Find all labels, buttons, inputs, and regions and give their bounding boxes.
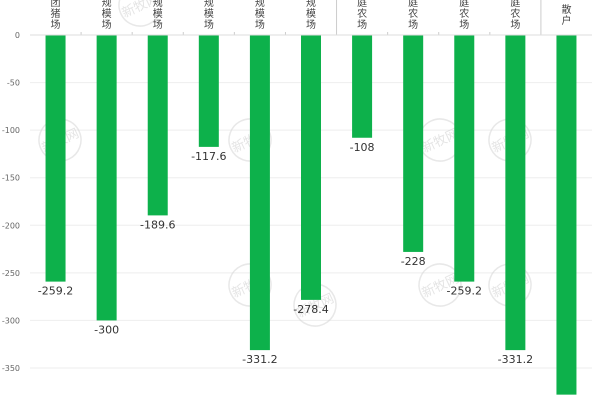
bar — [505, 35, 526, 351]
category-label-char: 场 — [459, 18, 469, 31]
category-label-char: 场 — [306, 18, 316, 31]
bar — [249, 35, 270, 351]
bar — [556, 35, 577, 395]
category-label-char: 农 — [510, 7, 520, 20]
data-label: -228 — [401, 255, 426, 268]
category-label-char: 场 — [204, 18, 214, 31]
data-label: -189.6 — [140, 218, 175, 231]
data-label: -278.4 — [293, 303, 328, 316]
bar — [147, 35, 168, 216]
category-label-char: 农 — [408, 7, 418, 20]
category-label-char: 庭 — [510, 0, 520, 9]
data-label: -117.6 — [191, 150, 226, 163]
y-tick-label: -150 — [2, 174, 20, 183]
data-label: -108 — [350, 141, 375, 154]
bars — [45, 35, 577, 395]
category-label-char: 场 — [255, 18, 265, 31]
bar — [454, 35, 475, 282]
category-label-char: 农 — [357, 7, 367, 20]
category-label-char: 规 — [153, 0, 163, 9]
category-label-char: 规 — [306, 0, 316, 9]
y-axis-ticks: 0 -50 -100 -150 -200 -250 -300 -350 — [2, 31, 20, 373]
category-label-char: 模 — [153, 8, 163, 20]
category-label-char: 庭 — [408, 0, 418, 9]
y-tick-label: -250 — [2, 269, 20, 278]
category-label-char: 团 — [51, 0, 61, 9]
data-label: -331.2 — [498, 353, 533, 366]
category-label-char: 庭 — [459, 0, 469, 9]
y-tick-label: -100 — [2, 126, 20, 135]
category-label-char: 模 — [102, 8, 112, 20]
category-label-char: 农 — [459, 7, 469, 20]
category-label-char: 规 — [255, 0, 265, 9]
bar — [96, 35, 117, 321]
category-label-char: 散 — [561, 3, 571, 16]
y-tick-label: -200 — [2, 221, 20, 230]
category-label-char: 场 — [510, 18, 520, 31]
y-tick-label: -300 — [2, 316, 20, 325]
category-label-char: 模 — [255, 8, 265, 20]
y-tick-label: -50 — [7, 79, 20, 88]
category-label-char: 场 — [153, 18, 163, 31]
data-labels: -259.2 -300 -189.6 -117.6 -331.2 -278.4 -108 -2… — [38, 141, 533, 366]
category-label-char: 模 — [204, 8, 214, 20]
data-label: -331.2 — [242, 353, 277, 366]
y-tick-label: -350 — [2, 364, 20, 373]
bar — [301, 35, 321, 300]
category-label-char: 规 — [102, 0, 112, 9]
category-label-char: 场 — [357, 18, 367, 31]
y-tick-label: 0 — [15, 31, 20, 40]
category-label-char: 猪 — [51, 8, 61, 20]
data-label: -259.2 — [447, 285, 482, 298]
category-label-char: 场 — [51, 18, 61, 31]
data-label: -300 — [94, 323, 119, 336]
data-label: -259.2 — [38, 285, 73, 298]
category-label-char: 户 — [561, 14, 571, 27]
category-label-char: 模 — [306, 8, 316, 20]
bar — [352, 35, 373, 138]
bar — [403, 35, 424, 252]
category-label-char: 场 — [102, 18, 112, 31]
category-label-char: 庭 — [357, 0, 367, 9]
category-label-char: 场 — [408, 18, 418, 31]
category-label-char: 规 — [204, 0, 214, 9]
bar — [198, 35, 219, 147]
bar — [45, 35, 66, 282]
